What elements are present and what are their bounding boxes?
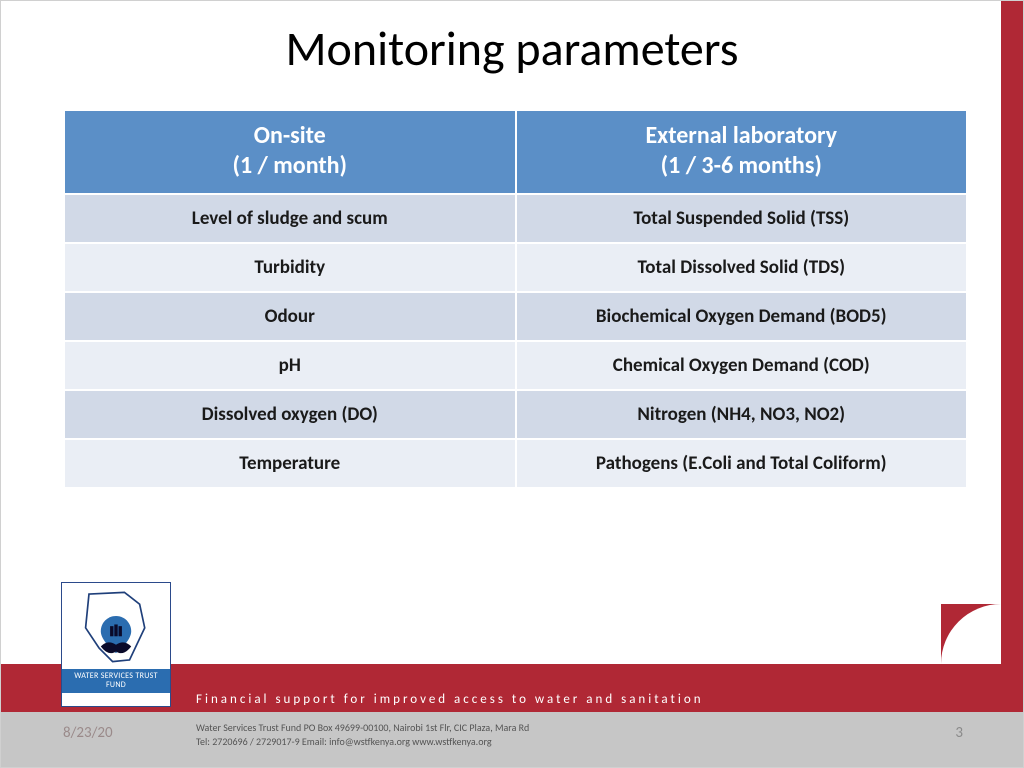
table-row: Odour Biochemical Oxygen Demand (BOD5) [64,292,967,341]
footer-contact-l2: Tel: 2720696 / 2729017-9 Email: info@wst… [196,735,529,749]
col-header-onsite-l1: On-site [254,121,326,150]
col-header-external-l1: External laboratory [645,121,837,150]
cell: Dissolved oxygen (DO) [64,390,516,439]
table-row: Dissolved oxygen (DO) Nitrogen (NH4, NO3… [64,390,967,439]
footer-tagline: Financial support for improved access to… [196,692,704,707]
date-stamp: 8/23/20 [63,724,113,742]
cell: Temperature [64,439,516,488]
cell: pH [64,341,516,390]
decor-red-corner [941,604,1001,664]
kenya-map-icon [73,589,159,665]
page-number: 3 [955,724,963,742]
logo-label: WATER SERVICES TRUST FUND [62,669,170,693]
footer-contact-l1: Water Services Trust Fund PO Box 49699-0… [196,721,529,735]
cell: Pathogens (E.Coli and Total Coliform) [516,439,968,488]
col-header-external-l2: (1 / 3-6 months) [661,151,822,180]
decor-red-right [1001,1,1023,671]
cell: Nitrogen (NH4, NO3, NO2) [516,390,968,439]
cell: Biochemical Oxygen Demand (BOD5) [516,292,968,341]
table-row: Level of sludge and scum Total Suspended… [64,194,967,243]
cell: Chemical Oxygen Demand (COD) [516,341,968,390]
table-row: pH Chemical Oxygen Demand (COD) [64,341,967,390]
cell: Odour [64,292,516,341]
cell: Total Dissolved Solid (TDS) [516,243,968,292]
table-row: Turbidity Total Dissolved Solid (TDS) [64,243,967,292]
footer-contact: Water Services Trust Fund PO Box 49699-0… [196,721,529,749]
cell: Turbidity [64,243,516,292]
col-header-onsite-l2: (1 / month) [232,151,347,180]
cell: Total Suspended Solid (TSS) [516,194,968,243]
col-header-onsite: On-site (1 / month) [64,110,516,194]
page-title: Monitoring parameters [1,19,1023,78]
cell: Level of sludge and scum [64,194,516,243]
col-header-external: External laboratory (1 / 3-6 months) [516,110,968,194]
slide: Monitoring parameters On-site (1 / month… [0,0,1024,768]
table-row: Temperature Pathogens (E.Coli and Total … [64,439,967,488]
org-logo: WATER SERVICES TRUST FUND [61,582,171,707]
parameters-table: On-site (1 / month) External laboratory … [63,109,968,489]
